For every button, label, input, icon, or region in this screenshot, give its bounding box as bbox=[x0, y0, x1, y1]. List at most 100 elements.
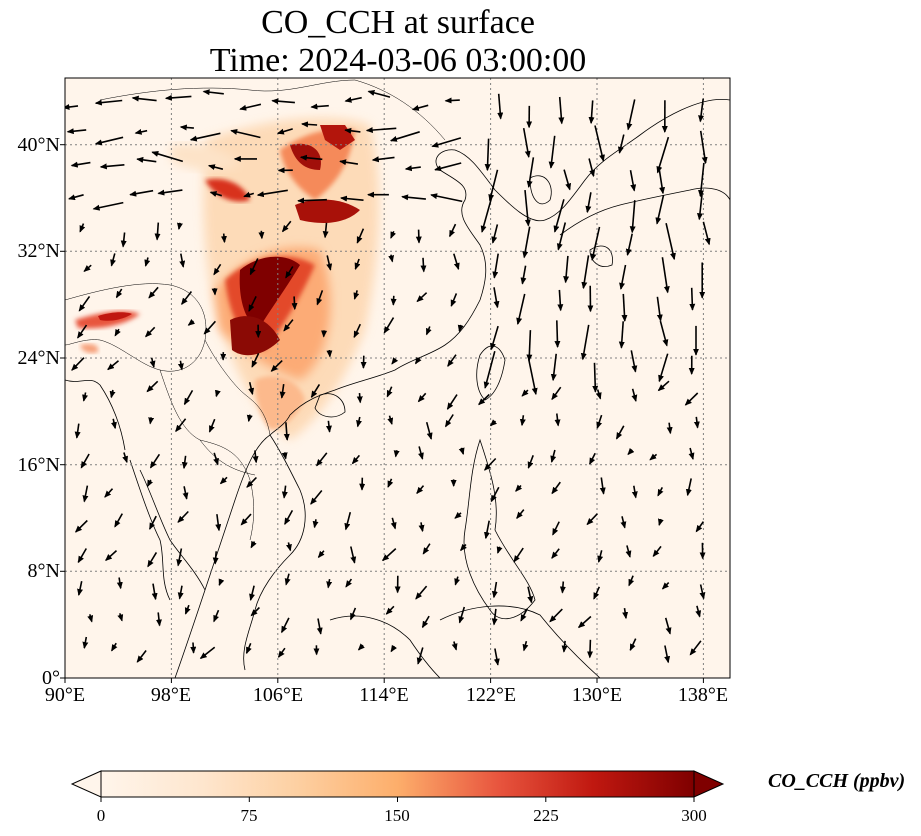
wind-arrow bbox=[414, 356, 422, 365]
wind-arrow bbox=[316, 452, 328, 467]
wind-arrow bbox=[491, 224, 499, 244]
wind-arrow bbox=[515, 484, 523, 492]
wind-arrow bbox=[285, 266, 294, 279]
wind-arrow bbox=[250, 540, 257, 549]
wind-arrow bbox=[483, 520, 490, 540]
wind-arrow bbox=[249, 258, 259, 276]
wind-arrow bbox=[353, 323, 362, 339]
wind-arrow bbox=[595, 389, 602, 400]
wind-arrow bbox=[310, 489, 323, 505]
wind-arrow bbox=[367, 90, 391, 98]
wind-arrow bbox=[212, 551, 219, 565]
wind-arrow bbox=[649, 453, 658, 461]
wind-arrow bbox=[208, 418, 216, 433]
wind-arrow bbox=[493, 648, 500, 666]
colorbar-gradient bbox=[101, 771, 694, 797]
wind-arrow bbox=[218, 578, 225, 587]
wind-arrow bbox=[664, 645, 671, 664]
wind-arrow bbox=[245, 642, 252, 655]
wind-arrow bbox=[625, 233, 633, 256]
wind-arrow bbox=[79, 223, 86, 233]
wind-arrow bbox=[548, 135, 556, 169]
lon-label-114e: 114°E bbox=[359, 684, 409, 706]
wind-arrow bbox=[176, 548, 183, 567]
wind-arrow bbox=[488, 169, 499, 202]
map-title-line1: CO_CCH at surface bbox=[261, 4, 535, 41]
wind-arrow bbox=[430, 193, 463, 203]
wind-arrow bbox=[281, 452, 288, 460]
wind-arrow bbox=[658, 353, 669, 383]
wind-arrow bbox=[451, 641, 458, 651]
wind-arrow bbox=[453, 253, 460, 271]
wind-arrow bbox=[203, 320, 216, 335]
wind-arrow bbox=[483, 350, 496, 389]
wind-arrow bbox=[695, 605, 702, 618]
wind-arrow bbox=[326, 255, 333, 271]
colorbar-title: CO_CCH (ppbv) bbox=[768, 770, 906, 792]
wind-arrow bbox=[422, 543, 431, 555]
wind-arrow bbox=[326, 349, 333, 358]
colorbar-tick-0: 0 bbox=[96, 806, 106, 825]
map-frame bbox=[64, 77, 731, 679]
wind-arrow bbox=[136, 650, 147, 663]
wind-arrow bbox=[155, 612, 162, 627]
wind-arrow bbox=[554, 320, 561, 348]
wind-arrow bbox=[283, 319, 294, 332]
wind-arrow bbox=[580, 324, 590, 361]
wind-arrow bbox=[629, 200, 636, 234]
lon-label-98e: 98°E bbox=[150, 684, 192, 706]
lon-label-90e: 90°E bbox=[44, 684, 86, 706]
colorbar-max-extend bbox=[693, 770, 725, 798]
wind-arrow bbox=[618, 321, 625, 349]
wind-arrow bbox=[418, 522, 425, 533]
wind-arrow bbox=[630, 350, 638, 373]
wind-arrow bbox=[145, 326, 156, 338]
wind-arrow bbox=[177, 585, 184, 600]
lat-label-16n: 16°N bbox=[17, 454, 60, 476]
wind-arrow bbox=[256, 189, 288, 198]
wind-arrow bbox=[239, 103, 262, 111]
wind-arrow bbox=[522, 640, 529, 652]
wind-arrow bbox=[316, 618, 323, 635]
lat-label-0: 0° bbox=[42, 667, 60, 689]
wind-arrow bbox=[149, 357, 156, 368]
wind-arrow bbox=[390, 295, 397, 306]
wind-arrow bbox=[220, 233, 227, 244]
wind-arrow bbox=[177, 510, 189, 523]
wind-arrow bbox=[148, 417, 155, 425]
wind-arrow bbox=[549, 608, 563, 623]
coastlines bbox=[65, 98, 730, 678]
map-title-line2: Time: 2024-03-06 03:00:00 bbox=[209, 42, 587, 79]
wind-arrow bbox=[516, 509, 525, 519]
wind-arrow bbox=[344, 96, 362, 103]
wind-arrow bbox=[82, 636, 89, 649]
wind-arrow bbox=[219, 476, 228, 485]
wind-arrow bbox=[129, 189, 154, 197]
wind-arrow bbox=[390, 517, 397, 530]
wind-arrow bbox=[458, 447, 465, 455]
wind-arrow bbox=[688, 447, 695, 460]
wind-arrow bbox=[416, 647, 424, 665]
wind-arrow bbox=[131, 95, 157, 102]
wind-arrow bbox=[240, 513, 252, 526]
wind-arrow bbox=[658, 166, 666, 195]
wind-arrow bbox=[151, 151, 184, 163]
wind-arrow bbox=[661, 257, 670, 294]
wind-arrow bbox=[281, 485, 288, 499]
wind-arrow bbox=[339, 159, 359, 166]
wind-arrow bbox=[585, 192, 592, 214]
wind-arrow bbox=[622, 607, 629, 620]
wind-arrow bbox=[527, 455, 534, 469]
wind-arrow bbox=[350, 546, 357, 564]
wind-arrow bbox=[179, 253, 186, 268]
wind-arrow bbox=[520, 608, 528, 622]
wind-arrow bbox=[563, 169, 572, 191]
wind-arrow bbox=[655, 195, 665, 225]
wind-arrow bbox=[447, 354, 457, 367]
wind-arrow bbox=[83, 264, 92, 272]
wind-arrow bbox=[78, 295, 91, 312]
wind-arrow bbox=[325, 420, 332, 433]
wind-arrow bbox=[587, 639, 594, 659]
wind-arrow bbox=[105, 550, 118, 561]
